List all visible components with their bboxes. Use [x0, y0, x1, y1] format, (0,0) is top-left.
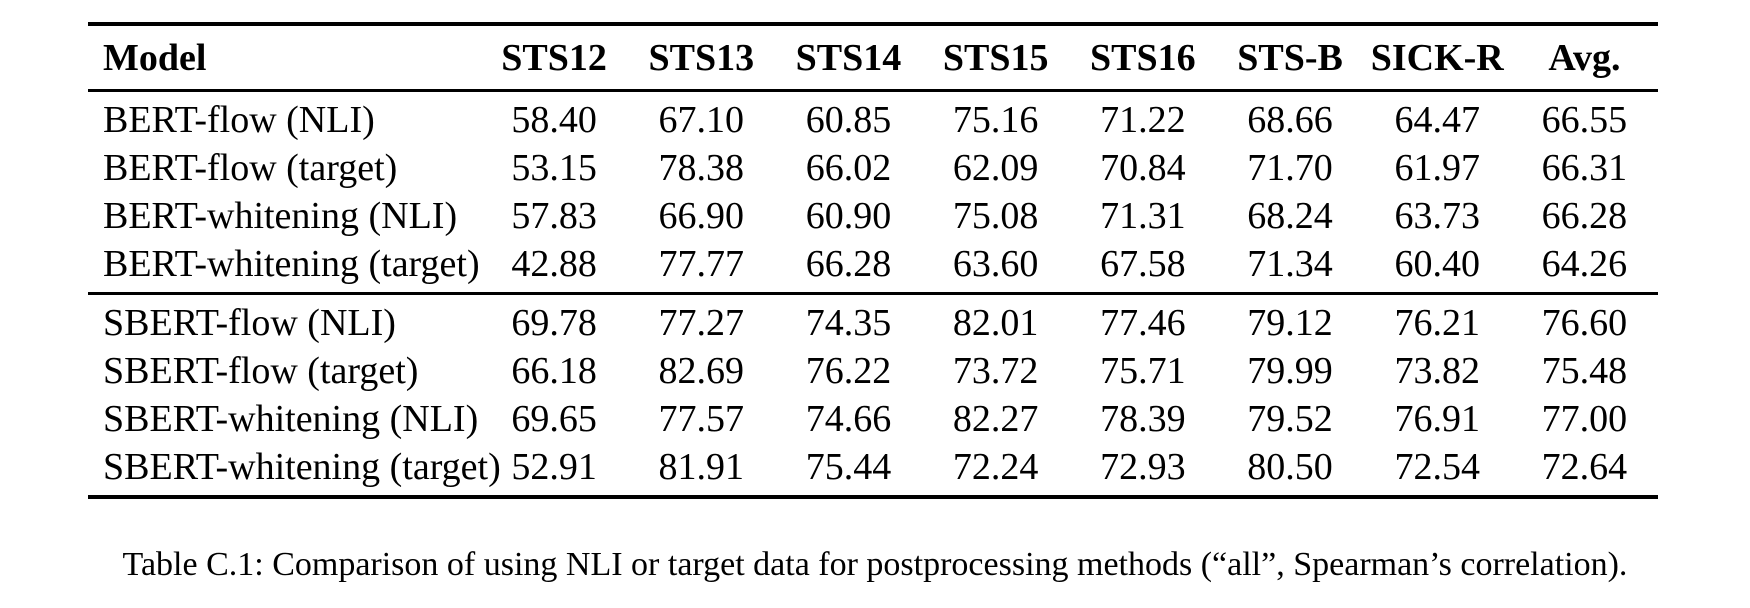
table-row-sbert-whitening-target: SBERT-whitening (target) 52.91 81.91 75.44 7… [88, 443, 1658, 497]
score-cell-sts15: 73.72 [952, 350, 1039, 392]
score-cell-sts16: 71.31 [1100, 195, 1186, 237]
results-table: Model STS12 STS13 STS14 STS15 STS16 STS-B SICK-… [88, 22, 1658, 499]
score-cell-avg: 75.48 [1541, 350, 1628, 392]
score-cell-sick-r: 60.40 [1394, 243, 1480, 285]
score-cell-sts-b: 79.12 [1247, 302, 1333, 344]
column-header-sts15: STS15 [922, 24, 1070, 92]
score-cell-sts13: 67.10 [658, 99, 745, 141]
score-cell-sts14: 60.85 [805, 99, 892, 141]
score-cell-sts14: 74.35 [805, 302, 892, 344]
column-header-sts-b: STS-B [1216, 24, 1364, 92]
score-cell-sts12: 42.88 [511, 243, 597, 285]
score-cell-sts14: 60.90 [805, 195, 892, 237]
score-cell-sts12: 57.83 [511, 195, 597, 237]
score-cell-sts12: 52.91 [511, 446, 597, 488]
column-header-model: Model [88, 24, 481, 92]
model-name: BERT-whitening (target) [103, 243, 480, 285]
score-cell-sick-r: 64.47 [1394, 99, 1480, 141]
score-cell-sts16: 75.71 [1100, 350, 1186, 392]
table-caption: Table C.1: Comparison of using NLI or ta… [122, 546, 1628, 583]
score-cell-sts16: 72.93 [1100, 446, 1186, 488]
score-cell-sts-b: 71.34 [1247, 243, 1333, 285]
score-cell-sts13: 66.90 [658, 195, 745, 237]
score-cell-sts16: 67.58 [1100, 243, 1186, 285]
table-header: Model STS12 STS13 STS14 STS15 STS16 STS-B SICK-… [88, 24, 1658, 92]
table-row-bert-whitening-nli: BERT-whitening (NLI) 57.83 66.90 60.90 75.08… [88, 192, 1658, 240]
score-cell-sts15: 63.60 [952, 243, 1039, 285]
model-name: SBERT-flow (NLI) [103, 302, 396, 344]
score-cell-sick-r: 72.54 [1394, 446, 1480, 488]
table-row-bert-flow-nli: BERT-flow (NLI) 58.40 67.10 60.85 75.16 71.22… [88, 91, 1658, 145]
table-row-sbert-whitening-nli: SBERT-whitening (NLI) 69.65 77.57 74.66 82.2… [88, 395, 1658, 443]
score-cell-sts12: 66.18 [511, 350, 597, 392]
score-cell-sts15: 82.01 [952, 302, 1039, 344]
table-header-row: Model STS12 STS13 STS14 STS15 STS16 STS-B SICK-… [88, 24, 1658, 92]
score-cell-sts12: 53.15 [511, 147, 597, 189]
table-group-sbert: SBERT-flow (NLI) 69.78 77.27 74.35 82.01 77.4… [88, 294, 1658, 498]
model-name: BERT-flow (NLI) [103, 99, 375, 141]
score-cell-sts-b: 80.50 [1247, 446, 1333, 488]
score-cell-sts12: 58.40 [511, 99, 597, 141]
score-cell-sts12: 69.78 [511, 302, 597, 344]
score-cell-sts13: 82.69 [658, 350, 745, 392]
score-cell-sts15: 75.08 [952, 195, 1039, 237]
score-cell-sts13: 77.57 [658, 398, 745, 440]
column-header-sts16: STS16 [1069, 24, 1217, 92]
score-cell-sts13: 77.77 [658, 243, 745, 285]
score-cell-sts15: 75.16 [952, 99, 1039, 141]
score-cell-sts15: 82.27 [952, 398, 1039, 440]
column-header-sts12: STS12 [480, 24, 628, 92]
score-cell-sick-r: 76.21 [1394, 302, 1480, 344]
score-cell-sts-b: 68.66 [1247, 99, 1333, 141]
score-cell-sts12: 69.65 [511, 398, 597, 440]
column-header-sts14: STS14 [774, 24, 923, 92]
score-cell-sts15: 62.09 [952, 147, 1039, 189]
score-cell-sts-b: 79.52 [1247, 398, 1333, 440]
score-cell-avg: 66.28 [1541, 195, 1628, 237]
score-cell-avg: 66.31 [1541, 147, 1628, 189]
score-cell-sts14: 76.22 [805, 350, 892, 392]
score-cell-sts13: 77.27 [658, 302, 745, 344]
score-cell-sts16: 77.46 [1100, 302, 1186, 344]
score-cell-sts13: 78.38 [658, 147, 745, 189]
score-cell-sts13: 81.91 [658, 446, 745, 488]
table-row-sbert-flow-target: SBERT-flow (target) 66.18 82.69 76.22 73.72 7… [88, 347, 1658, 395]
table-row-bert-flow-target: BERT-flow (target) 53.15 78.38 66.02 62.09 70… [88, 144, 1658, 192]
score-cell-sts-b: 71.70 [1247, 147, 1333, 189]
score-cell-sick-r: 61.97 [1394, 147, 1480, 189]
score-cell-sick-r: 76.91 [1394, 398, 1480, 440]
score-cell-sts14: 66.28 [805, 243, 892, 285]
table-row-sbert-flow-nli: SBERT-flow (NLI) 69.78 77.27 74.35 82.01 77.4… [88, 294, 1658, 348]
score-cell-sick-r: 63.73 [1394, 195, 1480, 237]
score-cell-sts16: 71.22 [1100, 99, 1186, 141]
model-name: BERT-flow (target) [103, 147, 398, 189]
score-cell-sts16: 78.39 [1100, 398, 1186, 440]
score-cell-sts14: 66.02 [805, 147, 892, 189]
score-cell-sts14: 74.66 [805, 398, 892, 440]
score-cell-avg: 66.55 [1541, 99, 1628, 141]
column-header-avg: Avg. [1510, 24, 1658, 92]
score-cell-avg: 64.26 [1541, 243, 1628, 285]
model-name: BERT-whitening (NLI) [103, 195, 458, 237]
score-cell-sts14: 75.44 [805, 446, 892, 488]
score-cell-avg: 76.60 [1541, 302, 1628, 344]
model-name: SBERT-whitening (target) [103, 446, 501, 488]
column-header-sts13: STS13 [627, 24, 775, 92]
score-cell-sts16: 70.84 [1100, 147, 1186, 189]
table-group-bert: BERT-flow (NLI) 58.40 67.10 60.85 75.16 71.22… [88, 91, 1658, 294]
score-cell-sick-r: 73.82 [1394, 350, 1480, 392]
column-header-sick-r: SICK-R [1363, 24, 1511, 92]
score-cell-avg: 72.64 [1541, 446, 1628, 488]
model-name: SBERT-flow (target) [103, 350, 419, 392]
table-row-bert-whitening-target: BERT-whitening (target) 42.88 77.77 66.28 63… [88, 240, 1658, 294]
score-cell-sts-b: 68.24 [1247, 195, 1333, 237]
score-cell-avg: 77.00 [1541, 398, 1628, 440]
model-name: SBERT-whitening (NLI) [103, 398, 479, 440]
score-cell-sts15: 72.24 [952, 446, 1039, 488]
score-cell-sts-b: 79.99 [1247, 350, 1333, 392]
